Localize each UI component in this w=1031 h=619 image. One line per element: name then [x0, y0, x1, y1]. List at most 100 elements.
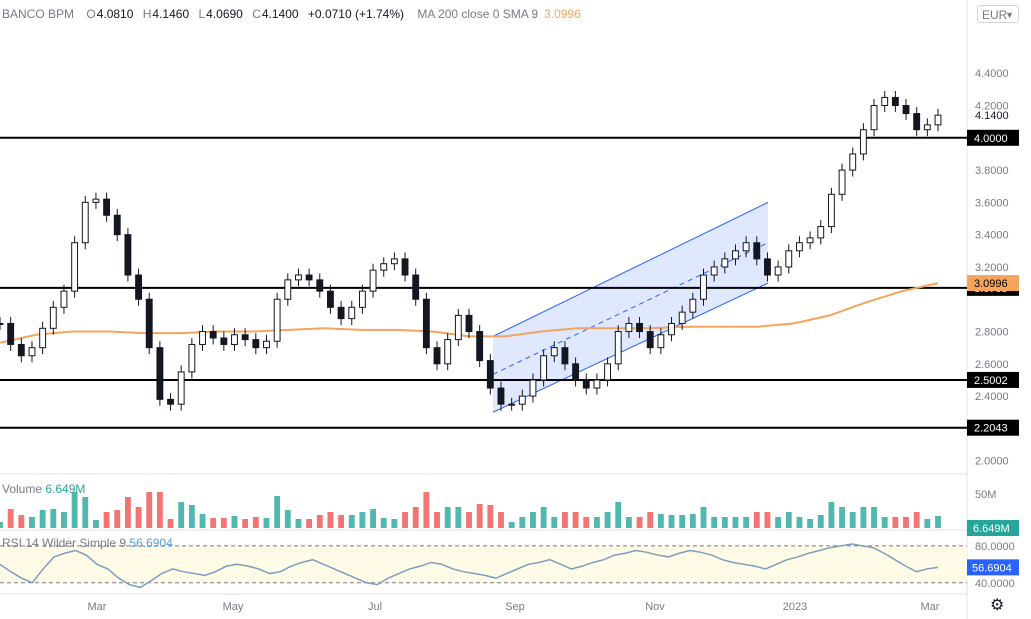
x-tick-label: Sep — [505, 601, 525, 613]
volume-legend[interactable]: Volume 6.649M — [2, 482, 85, 496]
volume-bar — [295, 519, 302, 528]
volume-bar — [562, 512, 568, 528]
volume-bar — [156, 492, 163, 528]
candle-body — [60, 290, 68, 308]
candle-body — [625, 322, 633, 333]
ma-label-box — [967, 275, 1019, 292]
volume-bar — [615, 502, 622, 528]
candle-body — [614, 331, 622, 365]
candle-body — [913, 113, 921, 131]
candle-body — [497, 387, 505, 405]
volume-bar — [530, 512, 536, 528]
volume-bar — [508, 522, 515, 528]
candle-body — [465, 314, 473, 333]
volume-bar — [689, 514, 696, 528]
level-label: 4.0000 — [974, 133, 1008, 145]
candle-body — [444, 339, 452, 365]
volume-bar — [103, 512, 110, 528]
volume-bar — [455, 507, 462, 528]
volume-bar — [700, 507, 707, 528]
volume-bar — [498, 512, 504, 528]
candle-body — [934, 114, 942, 126]
volume-bar — [593, 517, 600, 528]
x-tick-label: Nov — [645, 601, 665, 613]
ma-label: 3.0996 — [974, 278, 1008, 290]
volume-bar — [0, 522, 3, 528]
currency-select[interactable]: EUR ▼ — [977, 5, 1019, 23]
candle-body — [188, 343, 196, 373]
candle-body — [7, 322, 15, 345]
volume-bar — [903, 517, 909, 528]
candle-body — [636, 322, 643, 333]
candle-body — [28, 347, 36, 357]
volume-bar — [402, 512, 408, 528]
level-label-box — [967, 371, 1019, 388]
x-tick-label: May — [223, 601, 244, 613]
volume-label-box — [967, 520, 1019, 536]
volume-bar — [732, 517, 739, 528]
volume-bar — [647, 512, 654, 528]
volume-bar — [263, 518, 270, 528]
open-label: O — [86, 7, 96, 21]
symbol-name: BANCO BPM — [2, 7, 75, 21]
volume-bar — [50, 509, 57, 528]
volume-bar — [327, 512, 334, 528]
y-tick-label: 2.6000 — [975, 359, 1009, 371]
candle-body — [827, 193, 835, 228]
volume-bar — [423, 492, 430, 528]
candle-body — [295, 274, 302, 281]
volume-value: 6.649M — [45, 482, 86, 496]
candle-body — [199, 331, 206, 345]
y-tick-label: 3.2000 — [975, 262, 1009, 274]
price-legend: BANCO BPM O4.0810 H4.1460 L4.0690 C4.140… — [2, 6, 581, 22]
candle-body — [380, 263, 388, 271]
volume-bar — [114, 510, 121, 528]
rsi-tick-label: 80.0000 — [975, 541, 1015, 553]
volume-bar — [124, 497, 131, 528]
volume-bar — [743, 517, 750, 528]
candle-body — [316, 279, 324, 292]
candle-body — [518, 395, 526, 405]
candle-body — [646, 331, 654, 349]
y-tick-label: 4.2000 — [975, 100, 1009, 112]
candle-body — [668, 322, 675, 336]
candle-body — [103, 198, 111, 216]
volume-bar — [466, 512, 472, 528]
candle-body — [273, 298, 281, 342]
last-price-label: 4.1400 — [975, 110, 1009, 122]
ma-label[interactable]: MA 200 close 0 SMA 9 — [417, 7, 539, 21]
gear-icon[interactable]: ⚙ — [990, 597, 1005, 614]
y-tick-label: 2.4000 — [975, 391, 1009, 403]
high-label: H — [142, 7, 152, 21]
x-tick-label: 2023 — [783, 601, 807, 613]
candle-body — [582, 379, 590, 389]
volume-bar — [839, 507, 845, 528]
currency-label: EUR — [982, 8, 1008, 22]
volume-bar — [146, 492, 153, 528]
rsi-last-label: 56.6904 — [972, 562, 1012, 574]
candle-body — [540, 355, 548, 381]
volume-bar — [924, 519, 931, 528]
candle-body — [124, 234, 132, 276]
rsi-legend[interactable]: RSI 14 Wilder Simple 9 56.6904 — [2, 536, 173, 550]
candle-body — [572, 363, 580, 381]
ma-value: 3.0996 — [544, 7, 581, 21]
candle-body — [145, 298, 153, 349]
candle-body — [721, 258, 729, 268]
candle-body — [593, 379, 601, 389]
candle-body — [710, 266, 718, 276]
candle-body — [0, 322, 4, 325]
x-tick-label: Mar — [921, 601, 940, 613]
volume-bar — [711, 517, 718, 528]
volume-bar — [892, 517, 899, 528]
volume-bar — [178, 502, 185, 528]
candle-body — [390, 258, 398, 265]
volume-bar — [881, 517, 888, 528]
volume-bar — [657, 514, 664, 528]
volume-bar — [252, 517, 259, 528]
low-value: 4.0690 — [206, 7, 243, 21]
open-value: 4.0810 — [96, 7, 134, 21]
volume-bar — [487, 505, 494, 528]
volume-bar — [775, 517, 782, 528]
